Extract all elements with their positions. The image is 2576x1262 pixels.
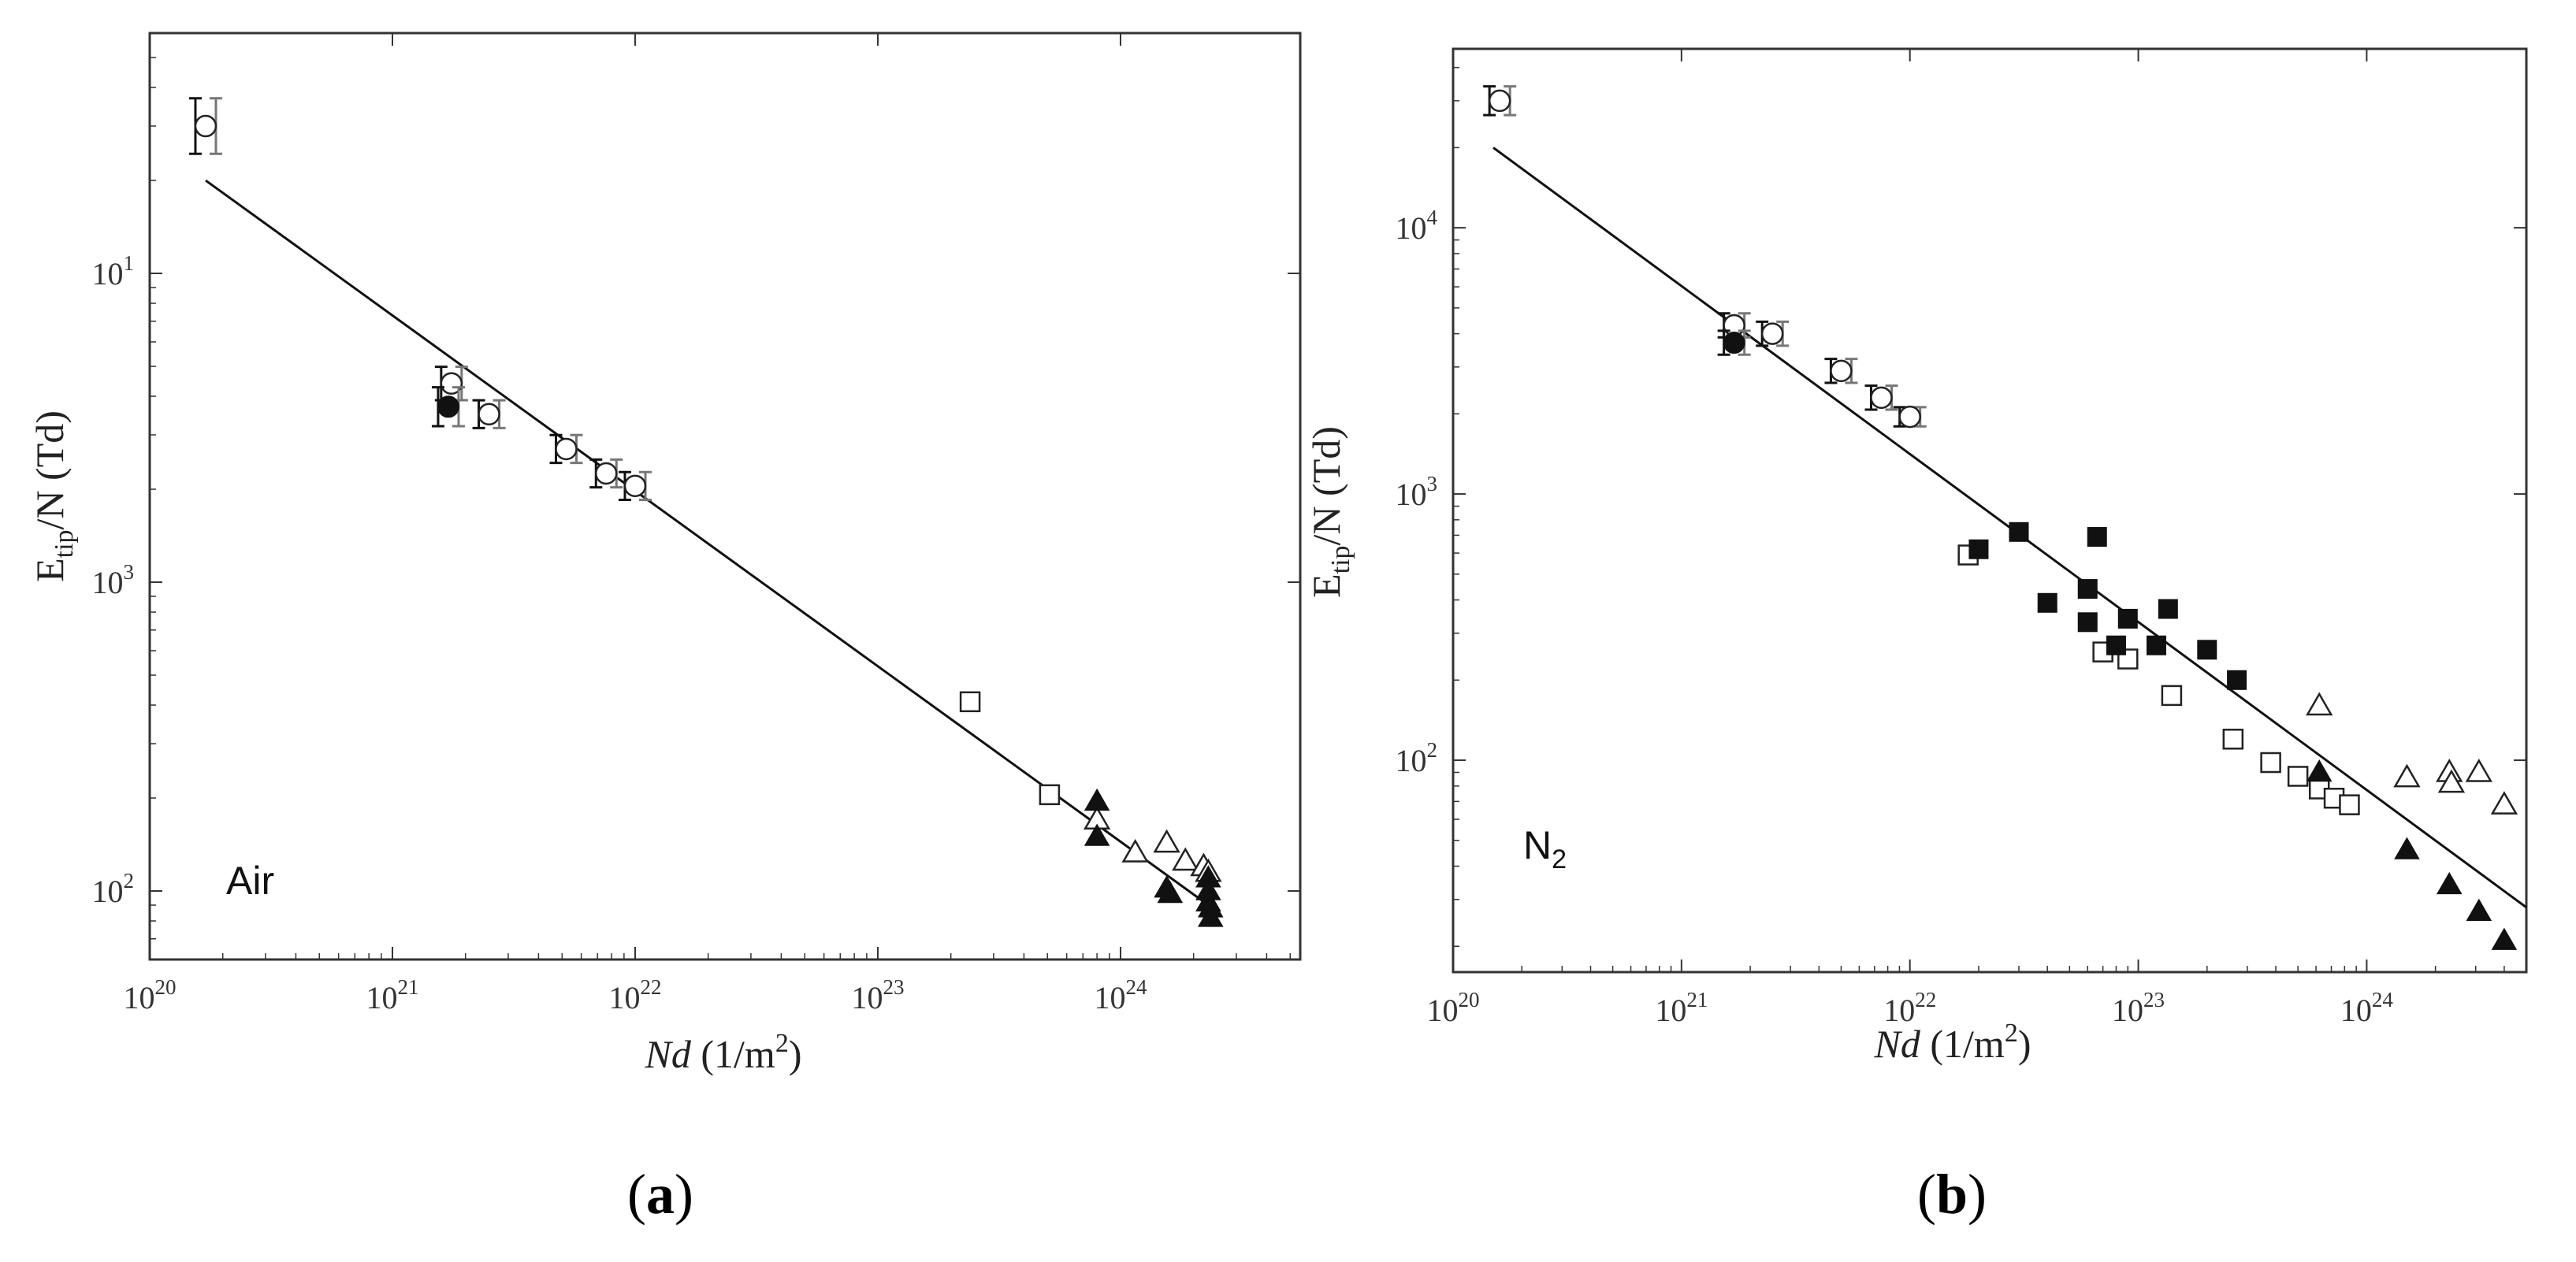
- panel-a-data-point-triangle-open: [1172, 847, 1199, 871]
- panel-a-data-point-circle-open: [595, 462, 618, 485]
- panel-b-data-point-square-filled: [2037, 592, 2057, 613]
- panel-a: 1020 1021 1022 1023 1024 102 103 101 Air Etip/N…: [28, 32, 1302, 1226]
- panel-b-x-tick-label: 1022: [1883, 988, 1936, 1028]
- panel-b-x-tick-label: 1023: [2112, 988, 2165, 1028]
- panel-a-data-point-triangle-open: [1153, 829, 1180, 853]
- panel-a-data-point-triangle-filled: [1197, 904, 1224, 927]
- panel-b-data-point-square-open: [2260, 752, 2281, 774]
- panel-b-data-point-square-open: [2287, 766, 2309, 787]
- panel-a-x-tick-label: 1020: [124, 975, 177, 1015]
- panel-b-data-point-square-filled: [2087, 527, 2107, 547]
- panel-b-x-tick-label: 1020: [1427, 988, 1480, 1028]
- panel-b: 1020 1021 1022 1023 1024 102 103 104 N2 Etip/N …: [1304, 47, 2528, 1226]
- panel-b-data-point-square-filled: [2077, 579, 2098, 599]
- panel-a-x-tick-label: 1022: [608, 975, 661, 1015]
- panel-a-y-axis-label: Etip/N (Td): [28, 410, 79, 582]
- panel-b-data-point-circle-open: [1488, 89, 1511, 113]
- panel-b-data-point-triangle-filled: [2394, 837, 2420, 859]
- panel-b-data-point-square-open: [2222, 729, 2244, 750]
- panel-b-plot-frame: [1452, 47, 2528, 974]
- panel-a-caption: (a): [627, 1163, 693, 1226]
- panel-b-y-tick-label: 102: [1396, 738, 1438, 778]
- panel-b-data-point-triangle-open: [2465, 758, 2492, 782]
- panel-b-data-point-triangle-open: [2490, 791, 2518, 815]
- panel-a-marks: [188, 97, 1224, 927]
- panel-a-y-tick-label: 103: [92, 560, 135, 600]
- panel-b-data-point-square-filled: [2106, 635, 2126, 655]
- panel-a-data-point-circle-filled: [437, 395, 459, 418]
- panel-b-data-point-circle-open: [1870, 386, 1893, 410]
- panel-b-data-point-triangle-open: [2437, 769, 2466, 793]
- panel-a-x-tick-label: 1023: [851, 975, 904, 1015]
- panel-b-x-tick-label: 1024: [2340, 988, 2394, 1028]
- panel-a-data-point-triangle-filled: [1084, 823, 1110, 846]
- panel-b-x-tick-label: 1021: [1655, 988, 1708, 1028]
- panel-b-caption: (b): [1917, 1163, 1987, 1226]
- panel-a-data-point-triangle-open: [1121, 838, 1149, 863]
- panel-b-ticks: 1020 1021 1022 1023 1024 102 103 104: [1396, 49, 2527, 1028]
- panel-b-data-point-square-filled: [2077, 612, 2098, 633]
- panel-a-data-point-circle-open: [194, 114, 217, 138]
- panel-b-y-tick-label: 104: [1396, 206, 1438, 246]
- panel-b-y-tick-label: 103: [1396, 472, 1438, 512]
- panel-b-data-point-triangle-filled: [2436, 871, 2463, 895]
- panel-a-x-tick-label: 1021: [366, 975, 418, 1015]
- panel-a-data-point-circle-open: [478, 403, 500, 426]
- panel-a-y-tick-label: 102: [92, 869, 135, 909]
- panel-b-data-point-circle-filled: [1723, 332, 1745, 354]
- panel-b-data-point-triangle-filled: [2306, 759, 2333, 782]
- panel-b-data-point-triangle-open: [2393, 763, 2421, 788]
- panel-b-marks: [1483, 85, 2527, 950]
- panel-b-data-point-triangle-filled: [2466, 898, 2492, 921]
- panel-b-y-axis-label: Etip/N (Td): [1304, 426, 1355, 598]
- panel-b-data-point-square-open: [2339, 794, 2360, 815]
- panel-a-data-point-circle-open: [440, 372, 463, 395]
- panel-b-data-point-triangle-filled: [2491, 927, 2518, 950]
- panel-b-x-axis-label: Nd (1/m2): [1874, 1019, 2031, 1066]
- panel-b-data-point-triangle-open: [2306, 692, 2333, 716]
- panel-b-data-point-circle-open: [1898, 405, 1921, 429]
- panel-a-ticks: 1020 1021 1022 1023 1024 102 103 101: [92, 33, 1300, 1015]
- panel-b-data-point-square-filled: [2147, 635, 2167, 655]
- panel-a-annotation: Air: [226, 859, 274, 903]
- panel-a-x-tick-label: 1024: [1094, 975, 1147, 1015]
- panel-a-x-axis-label: Nd (1/m2): [645, 1029, 802, 1076]
- panel-b-data-point-circle-open: [1830, 359, 1853, 383]
- panel-b-annotation: N2: [1523, 823, 1567, 874]
- panel-a-data-point-circle-open: [623, 474, 647, 498]
- panel-b-data-point-square-filled: [2197, 640, 2217, 660]
- panel-b-data-point-square-filled: [2227, 670, 2247, 690]
- panel-b-data-point-square-open: [2161, 685, 2183, 707]
- panel-b-data-point-square-filled: [1968, 539, 1989, 559]
- panel-a-data-point-square-open: [1039, 784, 1061, 806]
- panel-b-data-point-circle-open: [1760, 322, 1784, 345]
- panel-a-data-point-square-open: [959, 691, 981, 713]
- panel-a-data-point-triangle-filled: [1157, 880, 1184, 904]
- panel-a-plot-frame: [148, 32, 1302, 961]
- panel-b-data-point-square-filled: [2158, 599, 2178, 619]
- panel-b-data-point-square-filled: [2117, 608, 2138, 629]
- panel-a-data-point-circle-open: [555, 437, 578, 461]
- panel-a-data-point-triangle-filled: [1084, 788, 1110, 811]
- panel-b-data-point-square-filled: [2009, 522, 2029, 542]
- panel-a-y-tick-label: 101: [92, 251, 135, 291]
